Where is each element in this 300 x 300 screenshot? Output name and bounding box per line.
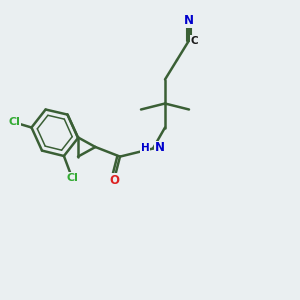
Text: O: O bbox=[109, 173, 119, 187]
Text: Cl: Cl bbox=[8, 117, 20, 128]
Text: H: H bbox=[141, 143, 149, 153]
Text: Cl: Cl bbox=[66, 172, 78, 183]
Text: N: N bbox=[154, 141, 164, 154]
Text: C: C bbox=[190, 35, 198, 46]
Text: N: N bbox=[184, 14, 194, 28]
